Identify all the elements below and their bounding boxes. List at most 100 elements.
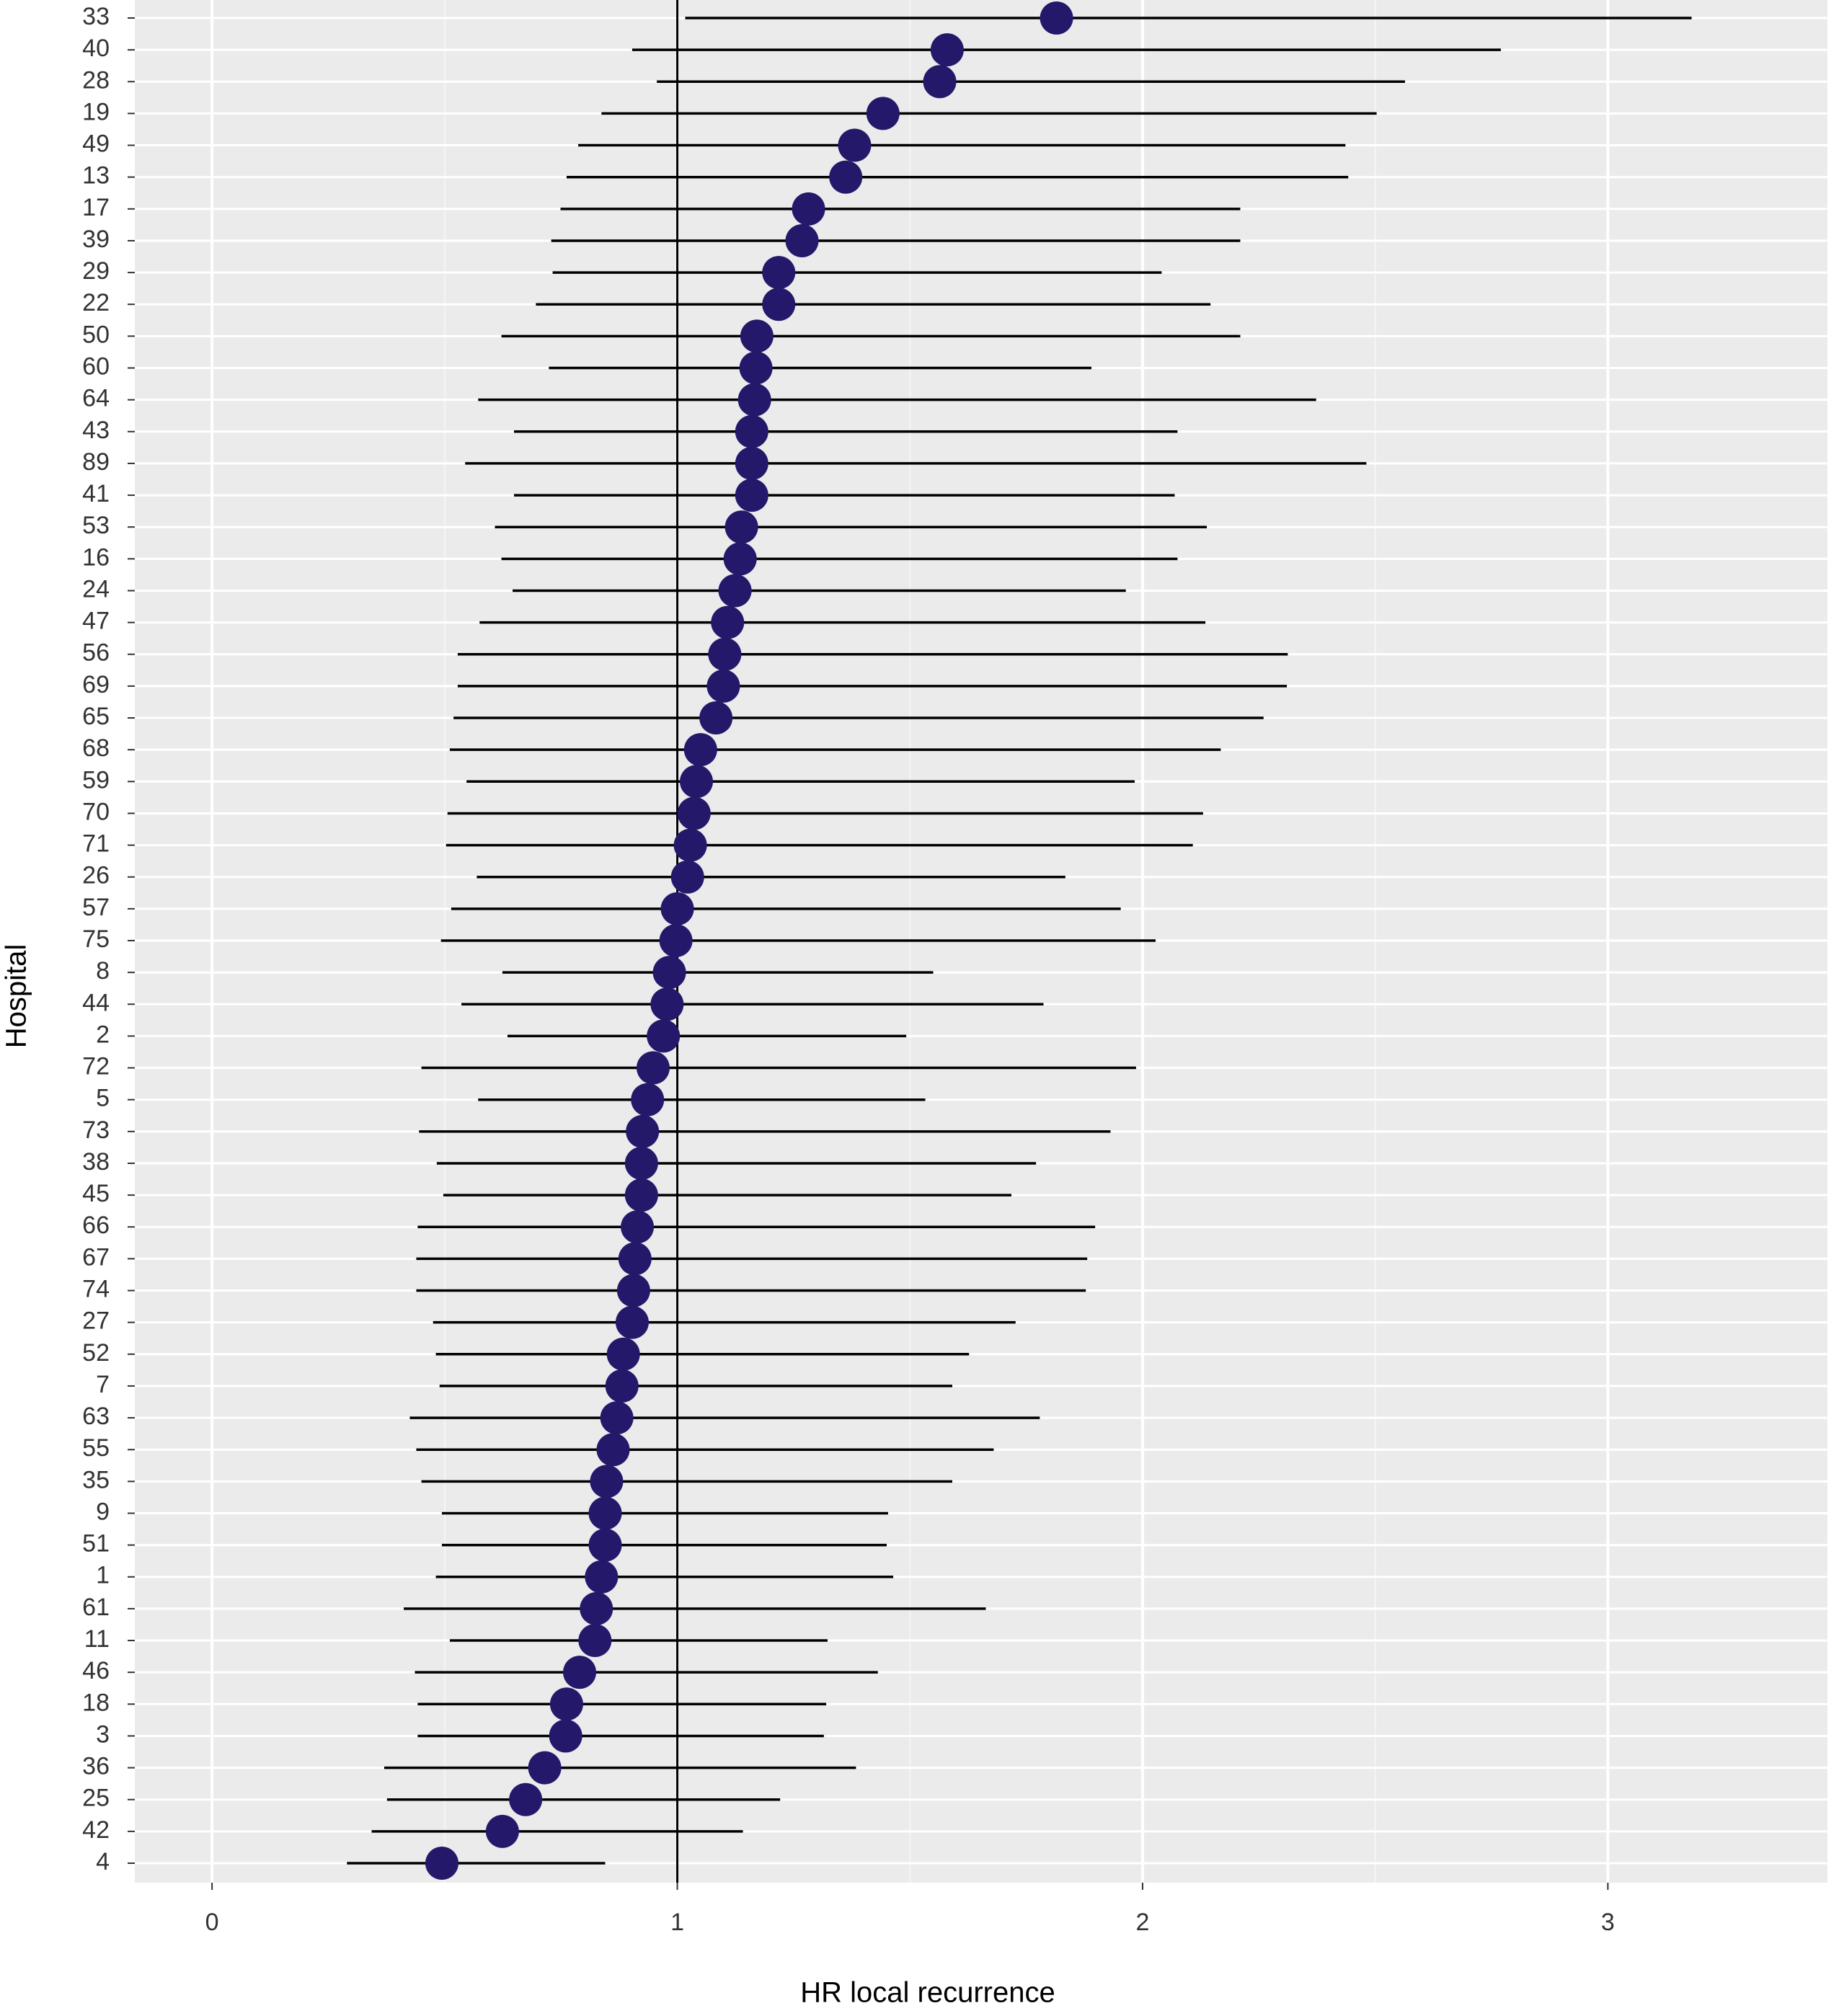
y-tick-label: 1 (96, 1562, 110, 1589)
point-estimate (606, 1337, 640, 1371)
y-tick-label: 46 (82, 1657, 110, 1684)
point-estimate (631, 1083, 665, 1116)
y-tick-label: 50 (82, 321, 110, 348)
x-tick-label: 3 (1601, 1909, 1615, 1936)
y-tick-label: 43 (82, 417, 110, 444)
y-tick-label: 72 (82, 1053, 110, 1080)
point-estimate (618, 1242, 652, 1276)
x-tick-label: 1 (670, 1909, 684, 1936)
x-tick-label: 0 (205, 1909, 219, 1936)
point-estimate (762, 288, 796, 321)
point-estimate (724, 510, 758, 544)
y-tick-label: 66 (82, 1212, 110, 1239)
point-estimate (596, 1433, 630, 1467)
y-tick-label: 28 (82, 66, 110, 94)
point-estimate (588, 1528, 622, 1562)
y-tick-label: 60 (82, 353, 110, 381)
y-tick-label: 56 (82, 639, 110, 667)
point-estimate (1040, 1, 1073, 35)
point-estimate (683, 733, 717, 767)
y-tick-label: 39 (82, 226, 110, 253)
point-estimate (708, 637, 742, 671)
y-tick-label: 17 (82, 194, 110, 221)
point-estimate (785, 223, 819, 257)
point-estimate (737, 383, 771, 417)
y-tick-label: 49 (82, 130, 110, 158)
point-estimate (718, 574, 752, 608)
y-tick-label: 69 (82, 671, 110, 698)
point-estimate (528, 1751, 562, 1785)
y-tick-label: 65 (82, 703, 110, 730)
point-estimate (636, 1051, 670, 1085)
point-estimate (706, 669, 740, 703)
y-tick-label: 27 (82, 1307, 110, 1335)
y-tick-label: 71 (82, 830, 110, 858)
y-tick-label: 16 (82, 543, 110, 571)
point-estimate (605, 1369, 639, 1403)
y-tick-label: 42 (82, 1816, 110, 1844)
y-tick-label: 68 (82, 734, 110, 762)
y-tick-label: 9 (96, 1498, 110, 1525)
point-estimate (588, 1496, 622, 1530)
y-tick-label: 52 (82, 1339, 110, 1367)
point-estimate (792, 192, 825, 226)
point-estimate (670, 860, 704, 894)
point-estimate (923, 65, 957, 99)
point-estimate (563, 1656, 597, 1689)
point-estimate (585, 1560, 619, 1594)
y-tick-label: 74 (82, 1276, 110, 1303)
point-estimate (866, 97, 900, 130)
y-tick-label: 33 (82, 3, 110, 30)
point-estimate (600, 1401, 634, 1435)
x-axis-title: HR local recurrence (800, 1977, 1055, 2009)
y-tick-label: 51 (82, 1530, 110, 1558)
point-estimate (615, 1305, 649, 1339)
y-tick-label: 29 (82, 257, 110, 285)
y-tick-label: 61 (82, 1594, 110, 1621)
point-estimate (723, 542, 757, 576)
point-estimate (590, 1465, 624, 1498)
y-tick-label: 41 (82, 480, 110, 507)
point-estimate (930, 33, 964, 67)
x-tick-label: 2 (1135, 1909, 1149, 1936)
y-tick-label: 73 (82, 1116, 110, 1144)
y-tick-label: 24 (82, 575, 110, 603)
point-estimate (549, 1719, 582, 1753)
y-tick-label: 2 (96, 1021, 110, 1048)
point-estimate (699, 701, 733, 735)
y-tick-label: 70 (82, 798, 110, 825)
y-axis-title: Hospital (1, 944, 32, 1049)
point-estimate (660, 892, 694, 925)
point-estimate (509, 1782, 543, 1816)
point-estimate (621, 1210, 655, 1244)
y-tick-label: 13 (82, 162, 110, 190)
y-tick-label: 53 (82, 512, 110, 539)
point-estimate (626, 1114, 660, 1148)
point-estimate (762, 256, 796, 290)
point-estimate (549, 1687, 583, 1721)
point-estimate (425, 1847, 458, 1880)
y-tick-label: 4 (96, 1848, 110, 1875)
y-tick-label: 18 (82, 1689, 110, 1716)
point-estimate (578, 1624, 612, 1658)
y-tick-label: 63 (82, 1403, 110, 1430)
y-tick-label: 5 (96, 1085, 110, 1112)
y-tick-label: 8 (96, 957, 110, 985)
point-estimate (652, 956, 686, 990)
point-estimate (624, 1178, 658, 1212)
point-estimate (711, 605, 745, 639)
y-tick-label: 40 (82, 35, 110, 62)
point-estimate (677, 796, 711, 830)
y-tick-label: 55 (82, 1434, 110, 1462)
point-estimate (735, 479, 768, 512)
y-tick-label: 44 (82, 989, 110, 1016)
y-tick-label: 75 (82, 925, 110, 953)
y-tick-label: 36 (82, 1753, 110, 1780)
y-tick-label: 19 (82, 98, 110, 125)
y-tick-label: 64 (82, 385, 110, 412)
point-estimate (647, 1019, 681, 1053)
y-tick-label: 25 (82, 1785, 110, 1812)
y-tick-label: 59 (82, 766, 110, 794)
point-estimate (624, 1146, 658, 1180)
